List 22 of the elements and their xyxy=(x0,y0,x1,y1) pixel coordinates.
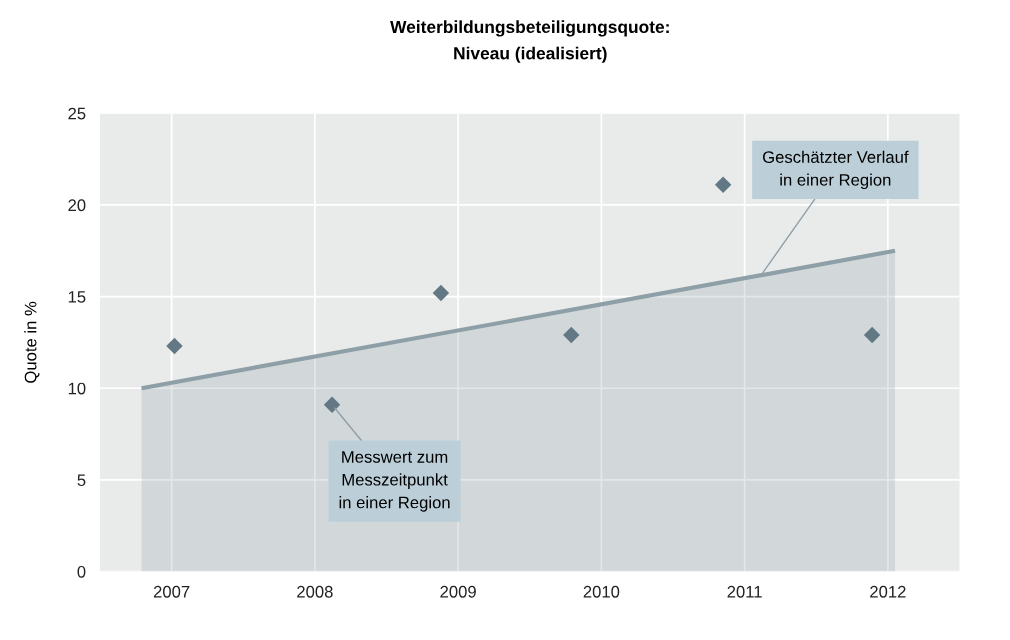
x-tick-label: 2010 xyxy=(583,585,620,598)
point xyxy=(863,326,881,344)
annotation: Messwert zum Messzeitpunkt in einer Region xyxy=(339,451,450,512)
y-tick-label: 25 xyxy=(68,107,86,120)
point xyxy=(323,396,341,413)
point xyxy=(714,176,732,193)
y-axis-title: Quote in % xyxy=(24,301,40,383)
x-tick-label: 2007 xyxy=(153,585,190,598)
y-tick-label: 20 xyxy=(68,199,86,212)
chart-title: Weiterbildungsbeteiligungsquote: Niveau (idealisiert) xyxy=(390,20,669,63)
x-tick-label: 2012 xyxy=(870,585,906,598)
x-tick-label: 2011 xyxy=(727,585,762,598)
y-tick-label: 15 xyxy=(68,291,86,303)
x-tick-label: 2009 xyxy=(440,585,476,598)
annotation: Geschätzter Verlauf in einer Region xyxy=(762,150,909,190)
point xyxy=(166,337,183,355)
point xyxy=(563,326,580,344)
point xyxy=(432,284,450,302)
y-tick-label: 5 xyxy=(77,474,86,487)
y-tick-label: 0 xyxy=(77,565,86,578)
x-tick-label: 2008 xyxy=(297,585,333,598)
y-tick-label: 10 xyxy=(68,382,86,395)
